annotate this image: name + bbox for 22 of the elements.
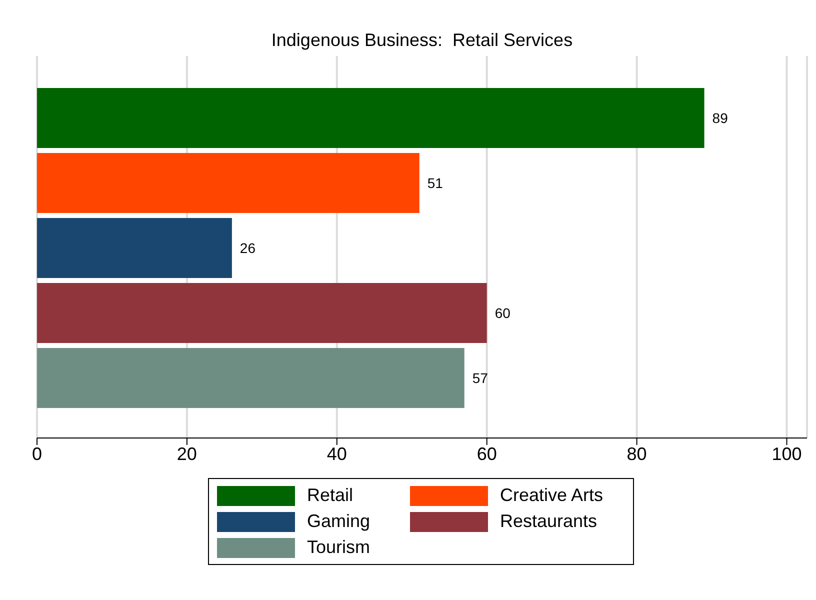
chart-title: Indigenous Business: Retail Services	[270, 30, 574, 51]
data-label: 57	[472, 370, 488, 386]
bar	[37, 218, 232, 278]
data-label: 89	[712, 110, 728, 126]
bar	[37, 283, 487, 343]
data-label: 60	[494, 304, 511, 321]
x-tick-label: 100	[772, 444, 802, 464]
x-tick-label: 80	[626, 444, 647, 464]
legend-label: Restaurants	[500, 511, 598, 532]
bar	[37, 153, 420, 213]
x-tick-label: 60	[476, 444, 497, 464]
data-label: 51	[427, 174, 444, 191]
bar	[37, 88, 704, 148]
x-tick-label: 0	[32, 444, 42, 464]
legend-label: Gaming	[307, 511, 370, 532]
legend-label: Retail	[307, 485, 354, 506]
data-label: 26	[240, 240, 256, 256]
x-tick-label: 20	[176, 444, 197, 464]
x-tick-label: 40	[326, 444, 347, 464]
legend-label: Creative Arts	[500, 485, 604, 506]
legend-label: Tourism	[307, 537, 370, 558]
bar	[37, 348, 464, 408]
